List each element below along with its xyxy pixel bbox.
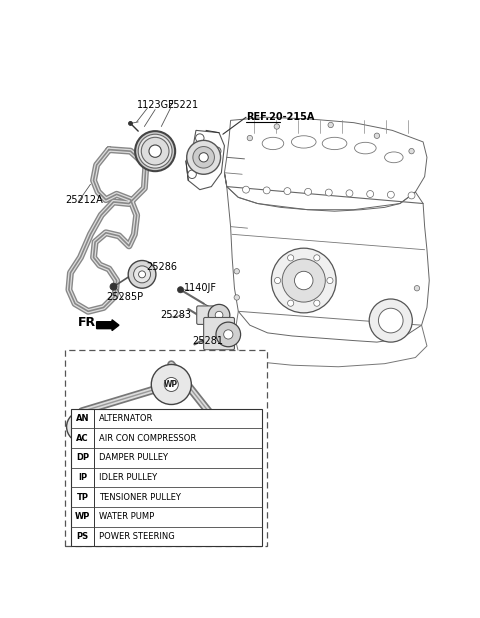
Circle shape xyxy=(369,299,412,342)
Text: AC: AC xyxy=(88,478,100,488)
Text: AIR CON COMPRESSOR: AIR CON COMPRESSOR xyxy=(99,434,196,442)
Text: DAMPER PULLEY: DAMPER PULLEY xyxy=(99,454,168,462)
Circle shape xyxy=(216,322,240,347)
Circle shape xyxy=(282,259,325,302)
Text: WP: WP xyxy=(75,512,90,521)
Circle shape xyxy=(195,134,204,142)
Text: 1140JF: 1140JF xyxy=(184,283,217,293)
Circle shape xyxy=(367,190,373,198)
Text: ALTERNATOR: ALTERNATOR xyxy=(99,414,153,423)
Circle shape xyxy=(314,255,320,261)
Circle shape xyxy=(288,255,294,261)
Text: AN: AN xyxy=(76,414,89,423)
Circle shape xyxy=(178,287,184,293)
Text: AN: AN xyxy=(76,422,88,431)
Circle shape xyxy=(284,188,291,195)
Circle shape xyxy=(193,146,215,168)
FancyBboxPatch shape xyxy=(65,350,267,546)
Text: DP: DP xyxy=(150,474,162,483)
Circle shape xyxy=(115,430,147,462)
Circle shape xyxy=(409,148,414,154)
Circle shape xyxy=(208,305,230,326)
Circle shape xyxy=(126,441,137,452)
Circle shape xyxy=(138,134,172,168)
Text: IDLER PULLEY: IDLER PULLEY xyxy=(99,473,157,482)
Text: PS: PS xyxy=(228,438,239,447)
Circle shape xyxy=(378,308,403,333)
Circle shape xyxy=(215,311,223,319)
Circle shape xyxy=(149,472,163,485)
Text: TENSIONER PULLEY: TENSIONER PULLEY xyxy=(99,493,181,502)
Text: IP: IP xyxy=(78,473,87,482)
Circle shape xyxy=(242,186,250,193)
Circle shape xyxy=(408,192,415,199)
Text: TP: TP xyxy=(77,493,89,502)
Circle shape xyxy=(247,135,252,141)
Circle shape xyxy=(76,465,113,502)
Circle shape xyxy=(224,330,233,339)
Text: 25281: 25281 xyxy=(192,336,223,345)
Text: WP: WP xyxy=(164,380,179,389)
Circle shape xyxy=(188,170,196,179)
Circle shape xyxy=(135,131,175,171)
Text: WATER PUMP: WATER PUMP xyxy=(99,512,154,521)
Circle shape xyxy=(151,365,192,405)
Circle shape xyxy=(387,191,395,198)
Text: AC: AC xyxy=(76,434,89,442)
Circle shape xyxy=(128,261,156,288)
Text: PS: PS xyxy=(77,532,89,541)
Circle shape xyxy=(139,271,145,278)
Text: 25212A: 25212A xyxy=(65,195,103,205)
Circle shape xyxy=(263,187,270,194)
Text: 1123GF: 1123GF xyxy=(137,100,175,110)
Circle shape xyxy=(141,137,169,165)
Text: FR.: FR. xyxy=(78,316,101,329)
Text: POWER STEERING: POWER STEERING xyxy=(99,532,175,541)
Circle shape xyxy=(274,124,279,129)
Circle shape xyxy=(374,133,380,138)
Circle shape xyxy=(275,277,281,284)
Circle shape xyxy=(149,145,161,158)
Circle shape xyxy=(295,271,313,290)
Text: IP: IP xyxy=(104,422,112,431)
Circle shape xyxy=(110,283,117,290)
Circle shape xyxy=(199,153,208,162)
Text: 25285P: 25285P xyxy=(106,292,143,302)
Circle shape xyxy=(314,300,320,307)
Circle shape xyxy=(187,140,221,174)
Circle shape xyxy=(133,266,151,283)
Circle shape xyxy=(213,422,253,462)
FancyArrow shape xyxy=(96,320,119,331)
Text: DP: DP xyxy=(76,454,89,462)
Circle shape xyxy=(234,295,240,300)
Circle shape xyxy=(88,476,101,489)
Circle shape xyxy=(136,459,176,499)
Circle shape xyxy=(95,413,121,440)
Bar xyxy=(71,408,262,546)
Text: TP: TP xyxy=(126,442,137,451)
Circle shape xyxy=(325,189,332,196)
Circle shape xyxy=(77,421,87,432)
Circle shape xyxy=(346,190,353,197)
Circle shape xyxy=(234,269,240,274)
Text: REF.20-215A: REF.20-215A xyxy=(246,112,314,122)
Circle shape xyxy=(414,286,420,291)
Circle shape xyxy=(271,248,336,313)
Text: 25283: 25283 xyxy=(160,310,191,320)
Circle shape xyxy=(305,188,312,195)
Text: 25286: 25286 xyxy=(146,261,177,272)
Circle shape xyxy=(67,412,97,442)
Circle shape xyxy=(129,122,132,125)
FancyBboxPatch shape xyxy=(204,318,234,350)
Circle shape xyxy=(226,435,240,449)
Circle shape xyxy=(327,277,333,284)
FancyBboxPatch shape xyxy=(197,306,218,324)
Text: 25221: 25221 xyxy=(168,100,199,110)
Circle shape xyxy=(328,122,334,128)
Circle shape xyxy=(288,300,294,307)
Circle shape xyxy=(213,147,221,155)
Circle shape xyxy=(164,378,178,391)
